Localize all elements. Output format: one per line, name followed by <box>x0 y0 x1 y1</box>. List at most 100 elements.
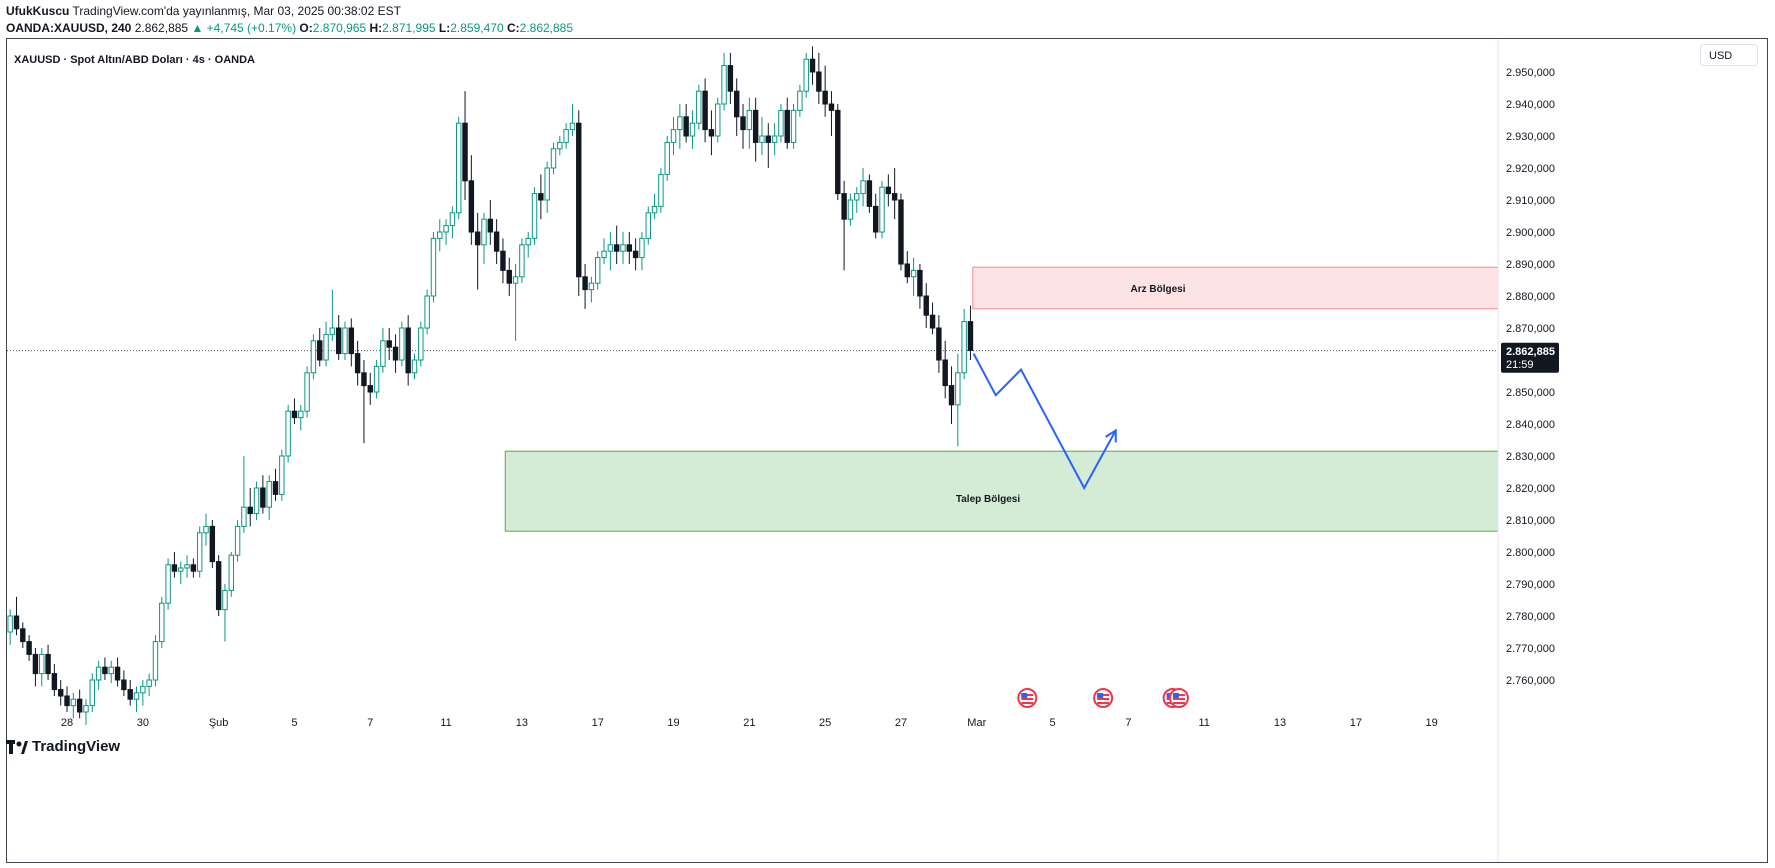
candle-body <box>196 532 203 572</box>
x-tick-label: 7 <box>367 717 373 729</box>
candle-body <box>689 122 696 137</box>
supply-zone[interactable] <box>972 266 1499 310</box>
candle-body <box>683 116 689 137</box>
x-tick-label: 11 <box>440 717 451 729</box>
candle-body <box>165 564 171 604</box>
y-tick-label: 2.810,000 <box>1506 515 1555 527</box>
x-tick-label: 5 <box>1050 717 1056 729</box>
demand-zone[interactable] <box>504 450 1499 532</box>
y-tick-label: 2.850,000 <box>1506 387 1555 399</box>
candle-body <box>222 589 228 611</box>
candle-body <box>746 109 753 131</box>
candle-body <box>967 321 974 351</box>
symbol-label: OANDA:XAUUSD, 240 <box>6 21 132 35</box>
candle-body <box>923 295 929 316</box>
candle-body <box>392 346 399 361</box>
candle-body <box>152 641 159 681</box>
candle-body <box>538 193 544 201</box>
candle-body <box>519 244 525 278</box>
projection-path[interactable] <box>972 353 1117 491</box>
y-tick-label: 2.830,000 <box>1506 451 1555 463</box>
candle-body <box>386 340 392 348</box>
candle-body <box>7 615 13 633</box>
candle-body <box>76 698 83 713</box>
x-tick-label: 11 <box>1199 717 1210 729</box>
tradingview-logo[interactable]: TradingView <box>6 738 120 755</box>
candle-body <box>203 525 209 534</box>
candle-body <box>607 244 614 252</box>
high-value: 2.871,995 <box>382 21 436 35</box>
candle-body <box>13 615 20 630</box>
candle-body <box>752 109 759 143</box>
candle-body <box>474 231 481 246</box>
candle-body <box>639 237 645 259</box>
y-tick-label: 2.870,000 <box>1506 323 1555 335</box>
candle-body <box>525 237 531 246</box>
y-tick-label: 2.940,000 <box>1506 99 1555 111</box>
candle-body <box>399 327 405 361</box>
candle-body <box>651 205 658 214</box>
y-tick-label: 2.770,000 <box>1506 643 1555 655</box>
x-tick-label: 21 <box>743 717 755 729</box>
candle-body <box>809 58 816 73</box>
candle-body <box>260 487 266 508</box>
tradingview-wordmark: TradingView <box>32 738 121 755</box>
candle-body <box>885 186 892 195</box>
candle-body <box>285 410 291 457</box>
candle-body <box>828 103 835 111</box>
candle-body <box>329 327 336 335</box>
candle-body <box>790 109 797 143</box>
author-name[interactable]: UfukKuscu <box>6 4 70 18</box>
candle-body <box>550 148 557 169</box>
candle-body <box>405 327 411 374</box>
publish-line: UfukKuscu TradingView.com'da yayınlanmış… <box>6 4 401 18</box>
candle-body <box>310 340 317 374</box>
last-price: 2.862,885 <box>134 21 189 35</box>
y-tick-label: 2.910,000 <box>1506 195 1555 207</box>
candle-body <box>184 564 190 569</box>
candle-body <box>443 225 449 233</box>
us-flag-icon[interactable] <box>1168 688 1189 708</box>
candle-body <box>83 705 89 713</box>
candle-body <box>323 333 329 361</box>
candle-body <box>304 372 310 412</box>
currency-button[interactable]: USD <box>1700 44 1758 66</box>
candle-body <box>424 295 430 329</box>
candle-body <box>645 212 651 239</box>
open-value: 2.870,965 <box>312 21 367 35</box>
candle-body <box>715 103 721 137</box>
candle-body <box>70 698 77 707</box>
candle-body <box>89 679 96 707</box>
candle-body <box>481 218 487 246</box>
candle-body <box>601 250 607 259</box>
candle-body <box>942 359 948 387</box>
candle-body <box>841 193 847 220</box>
candle-body <box>468 180 475 233</box>
candle-body <box>961 321 967 374</box>
candle-body <box>588 282 595 291</box>
x-tick-label: 7 <box>1125 717 1131 729</box>
candle-body <box>904 263 910 278</box>
y-tick-label: 2.920,000 <box>1506 163 1555 175</box>
x-tick-label: 17 <box>592 717 604 729</box>
low-value: 2.859,470 <box>450 21 504 35</box>
candle-body <box>121 679 127 691</box>
candle-body <box>563 129 569 143</box>
candle-body <box>159 602 165 643</box>
candle-body <box>317 340 323 361</box>
high-label: H: <box>369 21 383 35</box>
candle-body <box>20 628 26 643</box>
chart-frame <box>6 38 1768 863</box>
x-tick-label: 25 <box>819 717 831 729</box>
candle-body <box>418 327 424 361</box>
us-flag-icon[interactable] <box>1017 688 1038 708</box>
candle-body <box>677 116 683 131</box>
candle-body <box>51 673 58 691</box>
change-value: +4,745 (+0.17%) <box>206 21 297 35</box>
candle-body <box>253 487 260 515</box>
x-tick-label: Mar <box>967 717 986 729</box>
tradingview-logo-icon <box>6 739 28 754</box>
y-tick-label: 2.840,000 <box>1506 419 1555 431</box>
us-flag-icon[interactable] <box>1093 688 1114 708</box>
